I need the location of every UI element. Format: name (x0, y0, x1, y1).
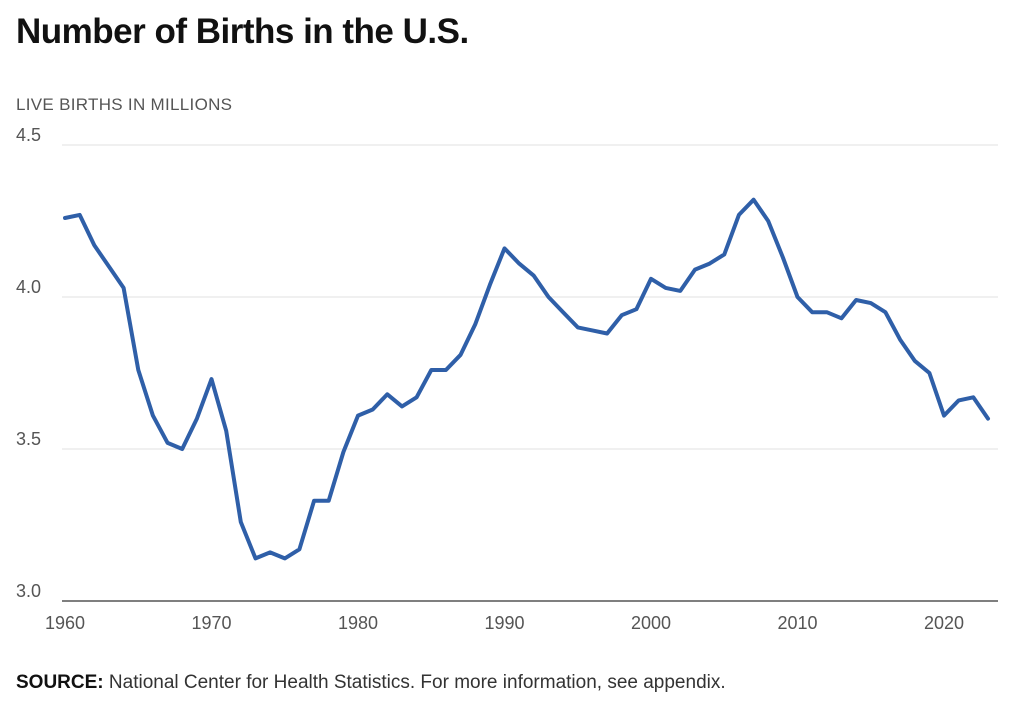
x-tick-label: 2000 (631, 613, 671, 633)
x-tick-label: 2010 (778, 613, 818, 633)
x-tick-label: 1960 (45, 613, 85, 633)
x-tick-label: 2020 (924, 613, 964, 633)
y-tick-label: 4.5 (16, 125, 41, 145)
source-text: National Center for Health Statistics. F… (108, 672, 726, 693)
chart-title: Number of Births in the U.S. (16, 12, 469, 51)
source-note: SOURCE: National Center for Health Stati… (16, 672, 726, 694)
series-line (63, 197, 990, 561)
source-label: SOURCE: (16, 672, 104, 693)
y-tick-labels: 3.0 3.5 4.0 4.5 (16, 125, 41, 601)
gridlines (62, 144, 998, 602)
x-tick-label: 1970 (191, 613, 231, 633)
y-tick-label: 3.0 (16, 581, 41, 601)
series-layer (63, 197, 990, 561)
x-tick-labels: 1960 1970 1980 1990 2000 2010 2020 (45, 613, 964, 633)
y-tick-label: 4.0 (16, 277, 41, 297)
x-tick-label: 1990 (485, 613, 525, 633)
y-axis-label: LIVE BIRTHS IN MILLIONS (16, 95, 232, 114)
y-tick-label: 3.5 (16, 429, 41, 449)
x-tick-label: 1980 (338, 613, 378, 633)
chart-area: LIVE BIRTHS IN MILLIONS 3.0 3.5 4.0 4.5 196… (16, 95, 998, 633)
